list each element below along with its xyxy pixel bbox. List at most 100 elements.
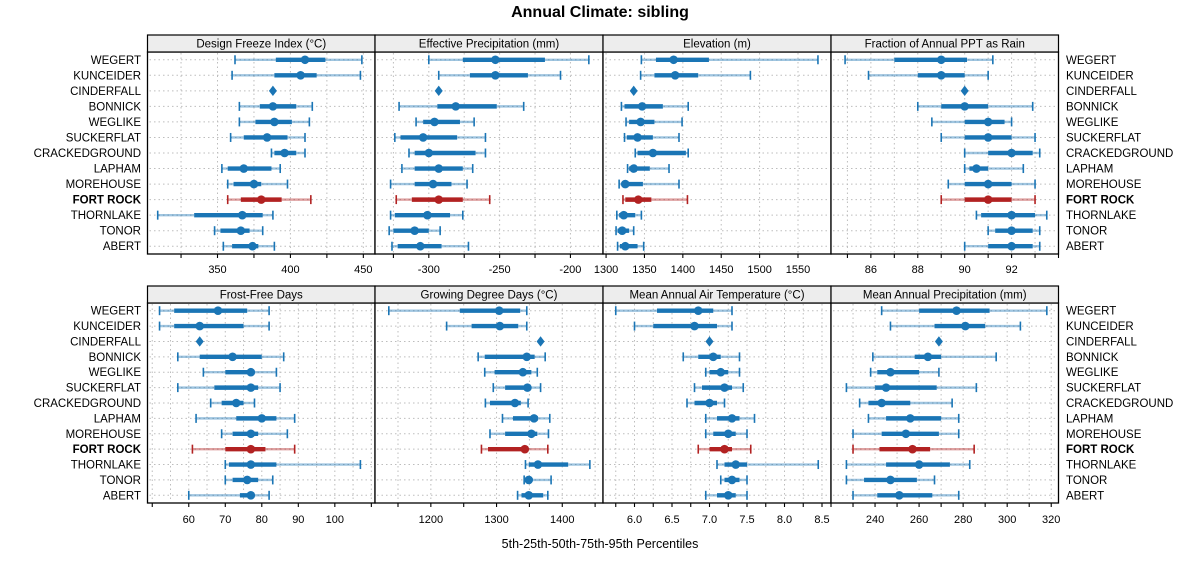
median-dot [494,306,504,315]
median-dot [242,475,252,485]
station-label-left: SUCKERFLAT [66,132,141,144]
series-weglike [415,117,475,127]
median-dot [972,164,981,173]
station-label-right: SUCKERFLAT [1066,132,1141,144]
station-label-right: TONOR [1066,475,1107,487]
axis-tick-label: -250 [489,264,511,276]
series-lapham [626,164,670,174]
series-abert [963,241,1041,251]
axis-tick-label: 60 [183,514,195,526]
series-fort-rock [226,195,312,205]
median-dot [1007,210,1016,220]
station-label-left: FORT ROCK [73,444,142,456]
series-lapham [501,413,551,423]
series-thornlake [845,460,971,470]
median-dot [434,195,444,204]
axis-tick-label: 7.5 [739,514,754,526]
panel-strip [830,285,1060,304]
point-marker [934,336,943,347]
median-dot [451,102,461,111]
series-suckerflat [229,132,306,142]
axis-tick-label: 280 [954,514,972,526]
median-dot [410,226,419,235]
series-wegert [880,306,1048,316]
series-crackedground [484,398,529,408]
series-morehouse [389,179,468,189]
median-dot [248,241,257,251]
series-crackedground [858,398,953,408]
series-bonnick [620,101,690,111]
series-suckerflat [693,383,745,393]
median-dot [213,306,223,315]
median-dot [637,102,647,111]
station-label-right: THORNLAKE [1066,460,1137,472]
station-label-left: LAPHAM [94,164,141,176]
median-dot [1007,241,1016,251]
station-label-right: CINDERFALL [1066,336,1138,348]
axis-tick-label: 1400 [550,514,574,526]
station-label-left: THORNLAKE [71,460,142,472]
median-dot [886,367,895,377]
series-fort-rock [697,444,752,454]
series-thornlake [716,460,820,470]
series-bonnick [238,101,314,111]
series-wegert [428,55,590,65]
series-morehouse [618,179,680,189]
median-dot [495,321,505,331]
station-label-right: MOREHOUSE [1066,179,1142,191]
median-dot [533,460,543,469]
median-dot [246,429,256,439]
series-thornlake [975,210,1048,220]
axis-tick-label: 1400 [671,264,695,276]
axis-tick-label: 1350 [632,264,656,276]
station-label-right: CINDERFALL [1066,86,1138,98]
series-suckerflat [623,132,680,142]
station-label-left: LAPHAM [94,413,141,425]
series-abert [222,241,276,251]
median-dot [491,71,500,80]
series-cinderfall [536,336,545,347]
series-weglike [704,367,741,377]
axis-tick-label: 86 [865,264,877,276]
series-crackedground [270,148,306,158]
series-abert [391,241,470,251]
series-weglike [869,367,940,377]
station-label-right: THORNLAKE [1066,210,1137,222]
panel-strip-title: Mean Annual Precipitation (mm) [863,290,1027,302]
station-label-left: CRACKEDGROUND [34,148,141,160]
panel-strip [830,34,1060,53]
series-wegert [640,55,819,65]
station-label-left: KUNCEIDER [73,70,141,82]
series-kunceider [633,321,733,331]
axis-tick-label: 1300 [594,264,618,276]
station-label-right: BONNICK [1066,352,1119,364]
station-label-left: ABERT [103,490,141,502]
station-label-right: FORT ROCK [1066,195,1135,207]
station-label-right: CRACKEDGROUND [1066,148,1173,160]
station-label-right: WEGLIKE [1066,367,1119,379]
axis-tick-label: 90 [292,514,304,526]
series-bonnick [477,352,546,362]
series-suckerflat [940,132,1036,142]
station-label-left: BONNICK [89,101,142,113]
axis-tick-label: 90 [959,264,971,276]
station-label-left: WEGERT [91,306,141,318]
station-label-left: WEGLIKE [89,117,142,129]
station-label-right: WEGERT [1066,306,1116,318]
panel-fraction-of-annual-ppt-as-rain: Fraction of Annual PPT as Rain 86 88 90 92 [830,34,1060,276]
median-dot [520,444,530,454]
series-cinderfall [960,85,969,97]
median-dot [527,429,536,439]
series-cinderfall [195,336,204,347]
median-dot [257,414,267,423]
median-dot [1007,148,1016,158]
axis-tick-label: 1550 [786,264,810,276]
axis-tick-label: 1300 [484,514,508,526]
station-label-right: ABERT [1066,241,1104,253]
panel-effective-precipitation-mm-: Effective Precipitation (mm) -300 -250 -200 [374,34,604,276]
series-morehouse [226,179,289,189]
series-crackedground [408,148,487,158]
point-marker [434,85,443,97]
median-dot [524,475,534,485]
median-dot [716,367,726,377]
